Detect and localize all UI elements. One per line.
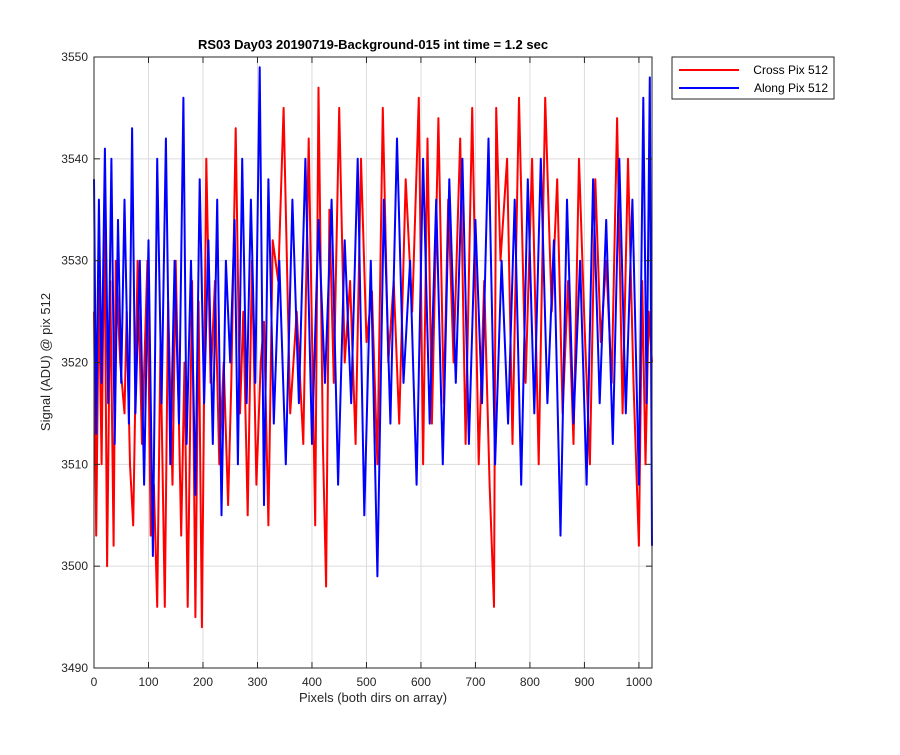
y-tick-label: 3530 bbox=[61, 254, 88, 268]
series-lines bbox=[93, 66, 653, 629]
y-tick-label: 3540 bbox=[61, 152, 88, 166]
y-tick-label: 3510 bbox=[61, 457, 88, 471]
x-tick-label: 400 bbox=[302, 675, 322, 689]
y-tick-label: 3550 bbox=[61, 50, 88, 64]
legend-label-cross: Cross Pix 512 bbox=[753, 63, 828, 77]
along-pix-512-line bbox=[93, 66, 653, 578]
x-axis-label: Pixels (both dirs on array) bbox=[299, 690, 447, 705]
x-tick-label: 300 bbox=[247, 675, 267, 689]
y-axis-label: Signal (ADU) @ pix 512 bbox=[38, 293, 53, 431]
legend-label-along: Along Pix 512 bbox=[754, 81, 828, 95]
y-tick-label: 3500 bbox=[61, 559, 88, 573]
y-tick-label: 3490 bbox=[61, 661, 88, 675]
x-tick-label: 1000 bbox=[626, 675, 653, 689]
legend-box bbox=[671, 56, 835, 100]
x-tick-label: 700 bbox=[465, 675, 485, 689]
x-tick-label: 200 bbox=[193, 675, 213, 689]
x-tick-label: 0 bbox=[91, 675, 98, 689]
chart-title: RS03 Day03 20190719-Background-015 int t… bbox=[198, 37, 548, 52]
legend: Cross Pix 512 Along Pix 512 bbox=[671, 56, 835, 100]
x-tick-label: 900 bbox=[574, 675, 594, 689]
x-tick-label: 100 bbox=[138, 675, 158, 689]
x-tick-label: 600 bbox=[411, 675, 431, 689]
axis-ticks: 0 100 200 300 400 500 600 700 800 900 1000 3490 3500… bbox=[61, 50, 652, 689]
x-tick-label: 500 bbox=[356, 675, 376, 689]
x-tick-label: 800 bbox=[520, 675, 540, 689]
y-tick-label: 3520 bbox=[61, 356, 88, 370]
